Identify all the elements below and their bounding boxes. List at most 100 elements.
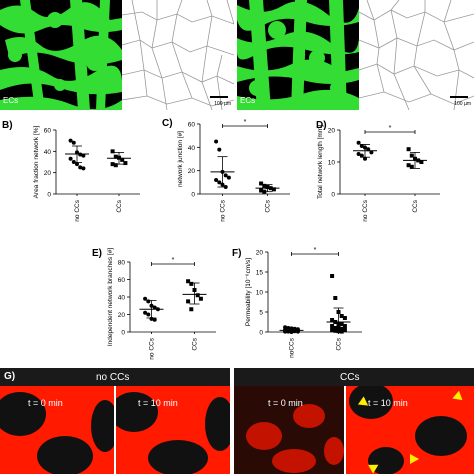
panel-label-b: B) (2, 120, 13, 131)
y-tick-label: 40 (188, 145, 196, 152)
data-point (214, 139, 219, 144)
x-category-label: noCCs (289, 337, 296, 358)
data-point (356, 140, 361, 145)
y-axis-label: network junction [#] (177, 131, 184, 187)
data-point (110, 162, 115, 167)
x-category-label: CCs (265, 199, 272, 212)
panel-g-nocc-t0-image (0, 386, 114, 474)
data-point (333, 296, 338, 300)
y-tick-label: 20 (256, 250, 264, 257)
data-point (146, 312, 151, 317)
data-point (333, 326, 338, 330)
data-point (366, 147, 371, 152)
data-point (406, 147, 411, 152)
y-tick-label: 10 (256, 290, 264, 297)
skeleton-pattern-left (122, 0, 234, 110)
data-point (409, 153, 414, 158)
cc-t0-red-regions (246, 404, 344, 473)
data-point (223, 173, 228, 178)
panel-g-cc-divider (344, 386, 346, 474)
y-tick-label: 60 (44, 128, 52, 135)
panel-g-cc-title: CCs (340, 372, 360, 383)
data-point (198, 296, 203, 301)
nocc-t10-dark-regions (116, 392, 230, 474)
skeleton-pattern-right (359, 0, 474, 110)
data-point (330, 324, 335, 328)
data-point (342, 328, 347, 332)
data-point (143, 296, 148, 301)
green-network-pattern-right (237, 0, 359, 110)
panel-g-cc-t0-label: t = 0 min (268, 398, 303, 408)
data-point (259, 188, 264, 193)
data-point (189, 307, 194, 312)
data-point (339, 326, 344, 331)
data-point (271, 187, 276, 192)
data-point (120, 157, 125, 162)
arrowhead-marker-3 (410, 454, 419, 464)
scale-bar-label-left: 100 µm (214, 101, 231, 107)
y-tick-label: 0 (121, 330, 125, 337)
data-point (409, 164, 414, 169)
significance-marker: * (314, 247, 317, 254)
x-category-label: CCs (192, 337, 199, 350)
y-tick-label: 20 (188, 168, 196, 175)
y-tick-label: 5 (259, 310, 263, 317)
x-category-label: no CCs (74, 199, 81, 221)
data-point (113, 163, 118, 168)
data-point (330, 318, 335, 322)
panel-label-d: D) (316, 120, 327, 131)
y-tick-label: 0 (191, 192, 195, 199)
data-point (113, 154, 118, 159)
y-axis-label: Total network length [mm] (317, 125, 324, 199)
chart-c: C) 0 20 40 60 network junction [#] no CCs CCs * (162, 118, 290, 222)
chart-f: F) 0 5 10 15 20 Permeability [10⁻⁶cm/s] noCCs CC… (232, 247, 362, 358)
data-point (339, 322, 344, 326)
chart-d: D) 0 10 20 Total network length [mm] no CCs CC… (316, 120, 440, 222)
y-tick-label: 0 (331, 192, 335, 199)
data-point (359, 153, 364, 158)
data-point (339, 329, 344, 334)
data-point (195, 293, 200, 298)
data-point (71, 160, 76, 164)
panel-label-c: C) (162, 118, 173, 129)
data-point (68, 156, 73, 161)
data-point (333, 328, 338, 333)
panel-g-nocc-t0-label: t = 0 min (28, 398, 63, 408)
data-point (406, 163, 411, 168)
panel-label-f: F) (232, 248, 241, 259)
data-point (186, 279, 191, 284)
panel-g-nocc-group: G) no CCs t = 0 min t = 10 min (0, 368, 230, 474)
x-category-label: no CCs (220, 199, 227, 221)
data-point (330, 274, 335, 278)
x-category-label: no CCs (362, 199, 369, 221)
y-tick-label: 80 (118, 260, 126, 267)
data-point (214, 178, 219, 182)
data-point (81, 153, 86, 158)
y-tick-label: 20 (328, 128, 336, 135)
panel-g-label: G) (4, 371, 16, 382)
data-point (217, 180, 222, 185)
network-image-ec-green-right: ECs (237, 0, 359, 110)
data-point (226, 175, 231, 180)
data-point (186, 299, 191, 304)
x-category-label: no CCs (149, 337, 156, 359)
y-tick-label: 10 (328, 160, 336, 167)
x-category-label: CCs (116, 199, 123, 212)
panel-g-cc-t10-label: t = 10 min (368, 398, 408, 408)
panel-g-nocc-t10-image (116, 386, 230, 474)
y-tick-label: 15 (256, 270, 264, 277)
data-point (123, 161, 128, 166)
panel-g-nocc-divider (114, 386, 116, 474)
x-category-label: CCs (412, 199, 419, 212)
data-point (152, 317, 157, 322)
data-point (342, 324, 347, 328)
data-point (146, 299, 151, 304)
chart-e: E) 0 20 40 60 80 Independent network branches … (92, 248, 216, 360)
data-point (356, 152, 361, 156)
x-category-label: CCs (336, 337, 343, 350)
data-point (143, 310, 148, 315)
panel-g-nocc-title: no CCs (96, 372, 130, 383)
green-network-pattern-left (0, 0, 122, 110)
y-tick-label: 0 (259, 330, 263, 337)
